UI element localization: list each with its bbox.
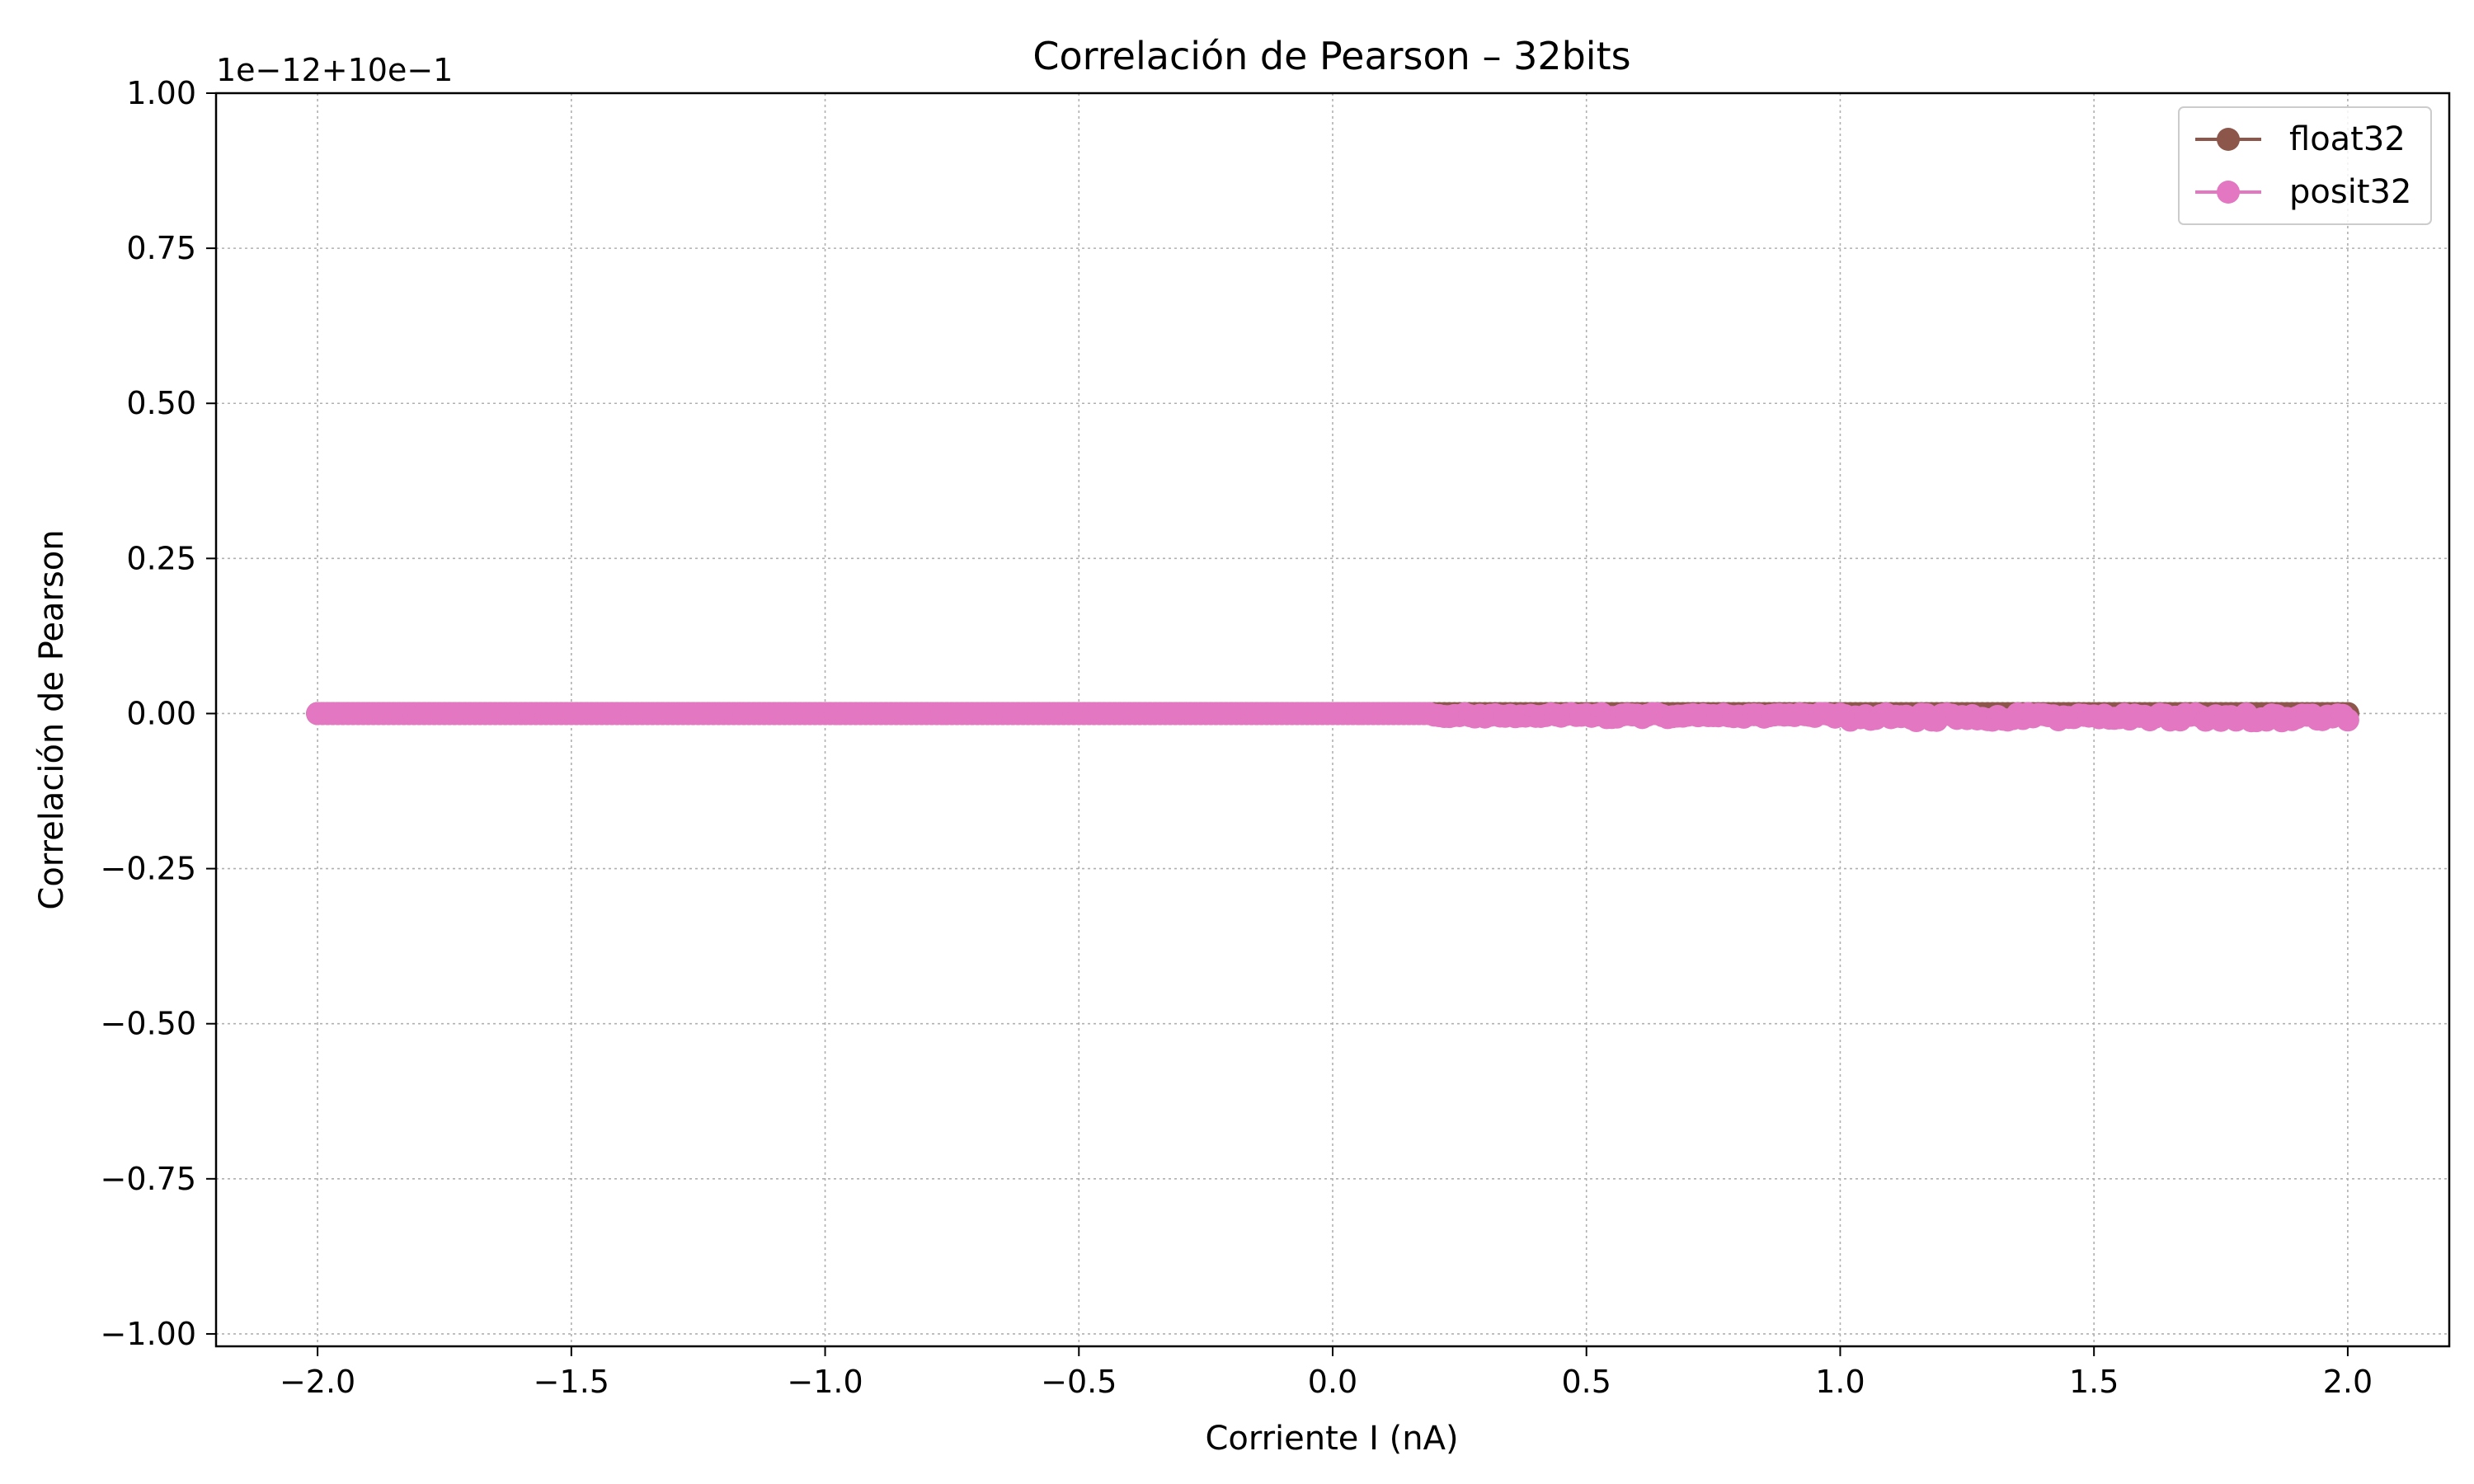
y-axis: 1.00 0.75 0.50 0.25 0.00 −0.25 −0.50 −0.75 −1.00 [101, 75, 216, 1352]
legend-marker-float32 [2217, 128, 2240, 151]
y-offset-text: 1e−12+10e−1 [216, 52, 453, 88]
y-tick-label: −0.25 [101, 851, 196, 887]
y-tick-label: 0.50 [126, 385, 196, 421]
x-tick-label: −2.0 [280, 1364, 355, 1400]
data-point [2335, 708, 2359, 732]
x-tick-label: −1.5 [534, 1364, 609, 1400]
legend-entry-posit32: posit32 [2195, 173, 2411, 211]
x-tick-label: −1.0 [787, 1364, 863, 1400]
y-tick-label: −1.00 [101, 1316, 196, 1352]
y-axis-label: Correlación de Pearson [33, 529, 71, 909]
series-layer [306, 702, 2359, 733]
legend-label-posit32: posit32 [2289, 173, 2411, 211]
x-tick-label: 0.0 [1308, 1364, 1357, 1400]
y-tick-label: 0.25 [126, 540, 196, 576]
chart-title: Correlación de Pearson – 32bits [1032, 34, 1630, 78]
x-tick-label: 1.0 [1815, 1364, 1865, 1400]
x-tick-label: 1.5 [2069, 1364, 2119, 1400]
y-tick-label: 0.00 [126, 695, 196, 731]
legend-label-float32: float32 [2289, 120, 2406, 158]
y-tick-label: 1.00 [126, 75, 196, 111]
legend-marker-posit32 [2217, 181, 2240, 204]
x-tick-label: 0.5 [1562, 1364, 1611, 1400]
x-tick-label: 2.0 [2323, 1364, 2373, 1400]
series-posit32 [306, 702, 2359, 733]
legend-entry-float32: float32 [2195, 120, 2406, 158]
x-axis: −2.0 −1.5 −1.0 −0.5 0.0 0.5 1.0 1.5 2.0 [280, 1346, 2373, 1400]
y-tick-label: −0.50 [101, 1006, 196, 1042]
legend-box [2178, 106, 2432, 225]
y-tick-label: −0.75 [101, 1161, 196, 1197]
legend: float32 posit32 [2178, 106, 2432, 225]
x-axis-label: Corriente I (nA) [1205, 1420, 1458, 1458]
y-tick-label: 0.75 [126, 230, 196, 266]
x-tick-label: −0.5 [1041, 1364, 1117, 1400]
